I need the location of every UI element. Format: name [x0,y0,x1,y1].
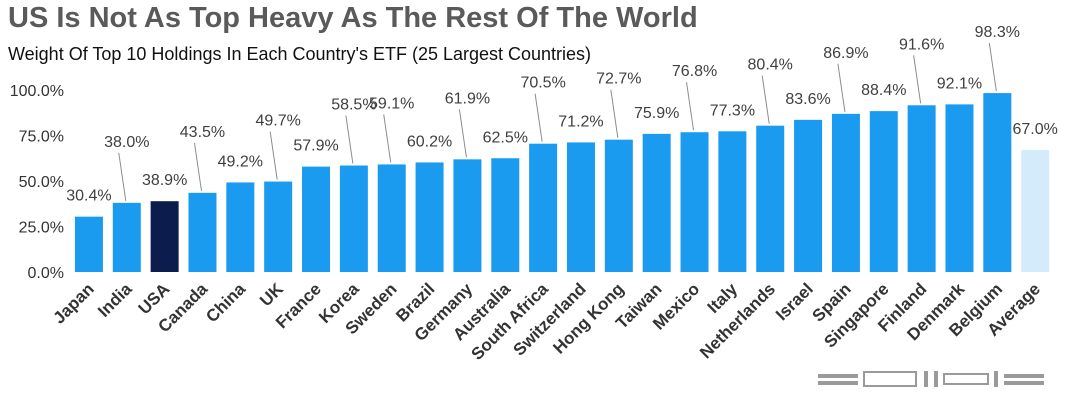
bar-spain [831,113,860,272]
x-tick-label: UK [256,279,287,310]
bar-uk [264,181,293,272]
value-label: 61.9% [445,90,490,107]
y-tick-label: 25.0% [19,220,64,237]
leader-line [269,131,278,180]
value-label: 60.2% [407,133,452,150]
leader-line [345,115,354,164]
y-tick-label: 100.0% [10,83,64,100]
value-label: 30.4% [66,188,111,205]
leader-line [837,63,846,112]
x-tick-label: Japan [50,279,98,327]
value-label: 49.2% [218,153,263,170]
bar-south-africa [529,143,558,272]
y-axis: 0.0% 25.0% 50.0% 75.0% 100.0% [10,83,64,282]
leader-line [610,89,619,138]
value-label: 62.5% [483,129,528,146]
bar-germany [453,159,482,272]
value-label: 59.1% [369,95,414,112]
bar-italy [718,131,747,272]
y-tick-label: 75.0% [19,129,64,146]
value-label: 88.4% [861,82,906,99]
bar-sweden [377,164,406,272]
bar-usa [150,201,179,272]
value-labels: 30.4% 38.0% 38.9% 43.5% 49.2% 49.7% 57.9% 58.5%… [66,24,1058,205]
chart-subtitle: Weight Of Top 10 Holdings In Each Countr… [8,44,592,64]
bar-taiwan [642,133,671,272]
value-label: 49.7% [255,113,300,130]
bar-brazil [415,162,444,272]
bar-hong-kong [604,139,633,272]
value-label: 38.0% [104,134,149,151]
value-label: 58.5% [331,97,376,114]
leader-line [913,55,922,104]
bar-australia [491,158,520,272]
leader-line [761,75,770,124]
value-label: 75.9% [634,105,679,122]
value-label: 83.6% [785,91,830,108]
bar-switzerland [566,142,595,272]
bar-france [302,166,331,272]
watermark-logo [814,368,1050,390]
bar-japan [74,216,103,272]
value-label: 86.9% [823,45,868,62]
bar-average [1021,150,1050,272]
x-tick-label: India [94,279,136,321]
value-label: 98.3% [975,24,1020,41]
bar-china [226,182,255,272]
leader-line [193,142,202,191]
value-label: 38.9% [142,172,187,189]
value-label: 76.8% [672,63,717,80]
value-label: 72.7% [596,71,641,88]
value-label: 70.5% [520,75,565,92]
leader-line [383,114,392,163]
bar-india [112,202,141,272]
value-label: 80.4% [748,57,793,74]
value-label: 71.2% [558,113,603,130]
bar-israel [794,119,823,273]
leader-line [686,82,695,131]
bars [74,93,1050,273]
bar-canada [188,192,217,272]
value-label: 77.3% [710,102,755,119]
leader-line [988,43,997,92]
x-tick-label: Israel [772,279,817,324]
bar-korea [339,165,368,272]
value-label: 92.1% [937,75,982,92]
label-leaders [118,43,997,201]
leader-line [118,152,127,201]
bar-mexico [680,132,709,272]
leader-line [458,109,467,158]
y-tick-label: 0.0% [28,265,64,282]
y-tick-label: 50.0% [19,174,64,191]
x-tick-label: China [202,279,249,326]
value-label: 57.9% [293,138,338,155]
bar-finland [907,105,936,273]
bar-belgium [983,93,1012,273]
value-label: 43.5% [180,124,225,141]
bar-denmark [945,104,974,273]
leader-line [534,93,543,142]
bar-singapore [869,111,898,272]
bar-netherlands [756,125,785,272]
value-label: 91.6% [899,36,944,53]
chart-title: US Is Not As Top Heavy As The Rest Of Th… [8,2,698,34]
value-label: 67.0% [1012,121,1057,138]
